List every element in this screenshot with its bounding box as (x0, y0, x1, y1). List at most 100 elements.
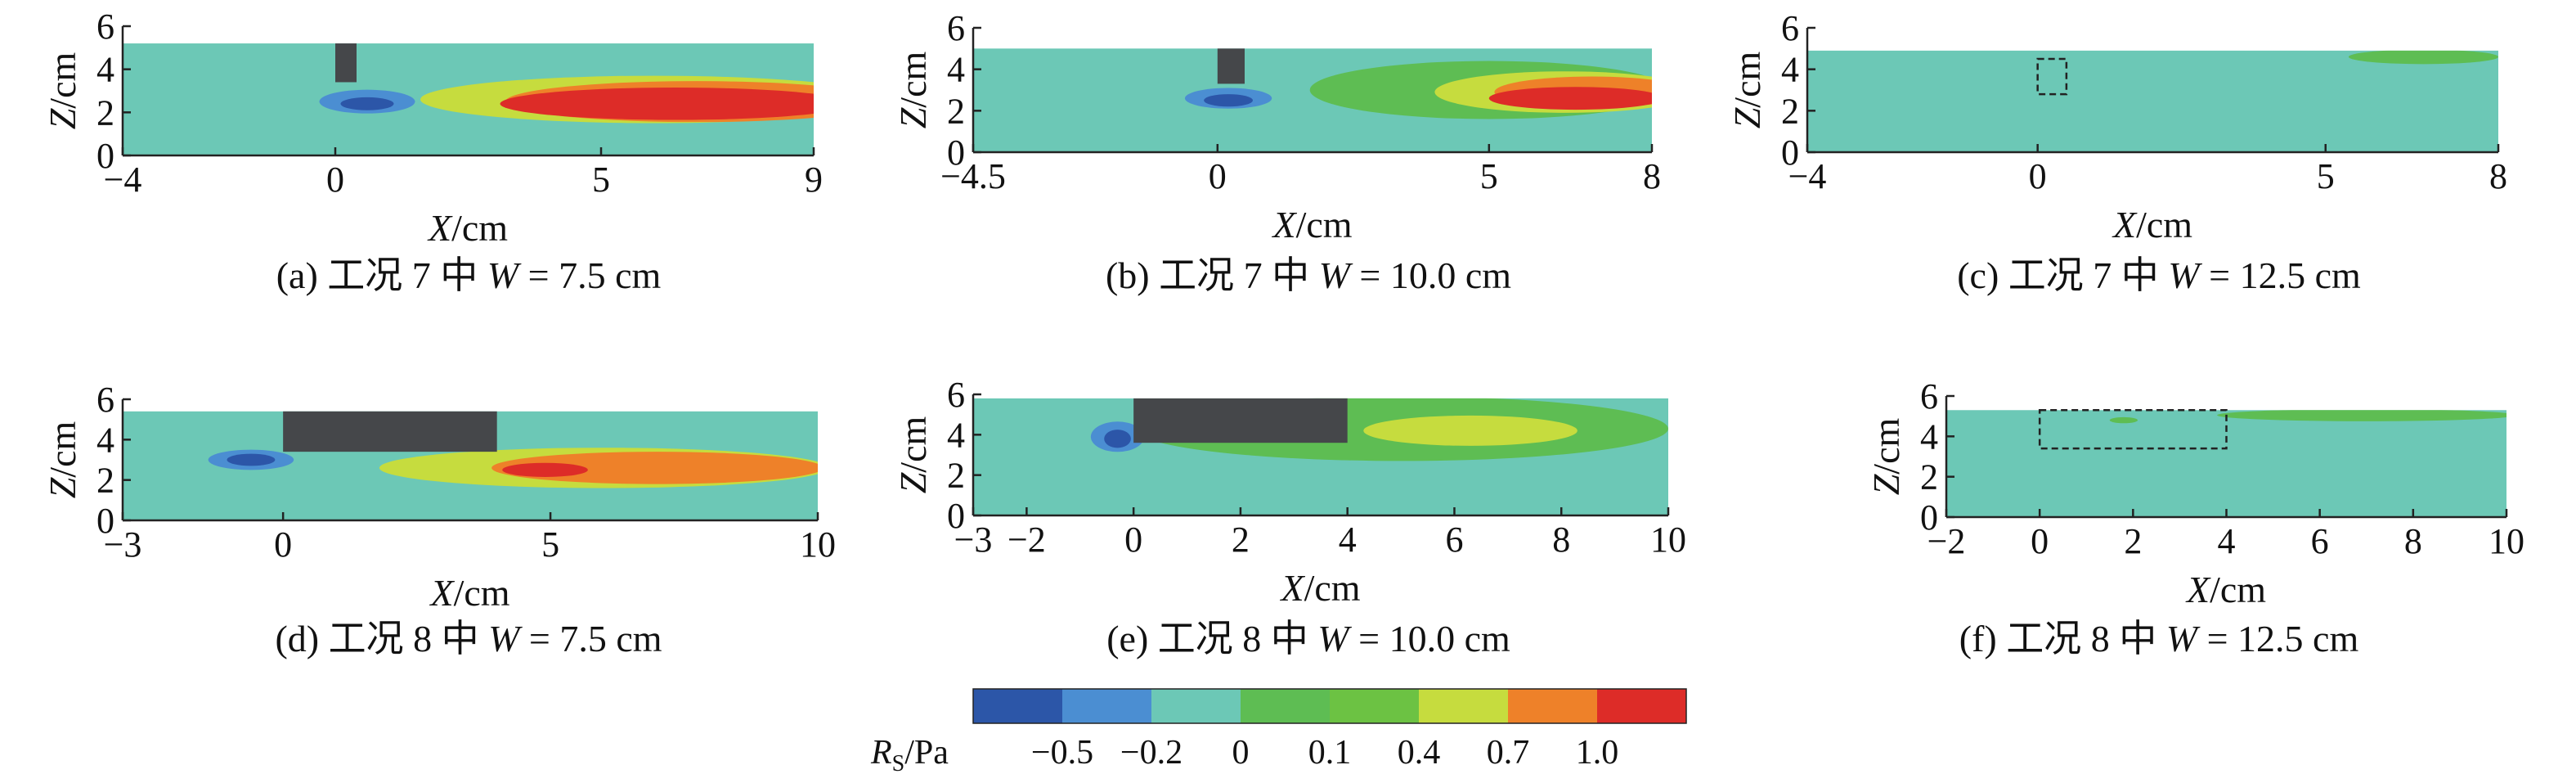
y-axis-label: Z/cm (892, 416, 934, 493)
x-tick-label: 10 (2488, 521, 2524, 561)
x-tick-label: 0 (274, 524, 292, 565)
panel-caption: (d) 工况 8 中 W = 7.5 cm (275, 618, 662, 659)
y-tick-label: 4 (96, 420, 114, 460)
y-tick-label: 2 (947, 456, 965, 496)
y-tick-label: 0 (947, 496, 965, 536)
colorbar-label: RS/Pa (870, 734, 949, 776)
x-tick-label: 2 (2124, 521, 2142, 561)
x-tick-label: 8 (1643, 156, 1661, 196)
y-tick-label: 4 (947, 415, 965, 455)
x-tick-label: 6 (2311, 521, 2329, 561)
y-tick-label: 6 (947, 375, 965, 415)
panel-caption: (a) 工况 7 中 W = 7.5 cm (276, 254, 662, 296)
x-tick-label: −2 (1928, 521, 1966, 561)
x-tick-label: −3 (104, 524, 142, 565)
y-tick-label: 2 (1920, 457, 1938, 497)
x-axis-label: X/cm (1279, 567, 1360, 609)
colorbar-swatch (1597, 689, 1687, 723)
x-tick-label: 10 (800, 524, 836, 565)
field-background (1807, 50, 2498, 152)
obstacle-block (335, 43, 357, 83)
colorbar-swatch (1241, 689, 1331, 723)
y-tick-label: 0 (1920, 497, 1938, 538)
colorbar-tick-label: −0.5 (1031, 734, 1093, 772)
contour-region (2348, 50, 2498, 65)
contour-region (1204, 94, 1253, 107)
x-tick-label: 9 (805, 160, 823, 200)
obstacle-block (2036, 57, 2068, 96)
x-axis-label: X/cm (427, 207, 508, 249)
contour-region (227, 453, 276, 466)
colorbar-swatch (973, 689, 1063, 723)
contour-region (2217, 410, 2506, 421)
y-axis-label: Z/cm (42, 421, 83, 498)
y-tick-label: 4 (1920, 416, 1938, 457)
x-tick-label: 5 (592, 160, 610, 200)
y-tick-label: 0 (96, 136, 114, 176)
obstacle-block (1217, 48, 1245, 84)
panel-caption: (b) 工况 7 中 W = 10.0 cm (1106, 254, 1511, 296)
obstacle-block (283, 411, 497, 452)
x-tick-label: −3 (954, 520, 993, 560)
y-tick-label: 2 (96, 461, 114, 501)
y-tick-label: 4 (1781, 50, 1799, 90)
contour-region (1104, 430, 1131, 448)
x-tick-label: 6 (1445, 520, 1463, 560)
y-axis-label: Z/cm (42, 52, 83, 129)
colorbar-swatch (1062, 689, 1152, 723)
y-tick-label: 6 (1781, 8, 1799, 48)
x-tick-label: 0 (1209, 156, 1227, 196)
y-tick-label: 6 (1920, 376, 1938, 416)
colorbar: RS/Pa −0.5 −0.2 0 0.1 0.4 0.7 1.0 (870, 688, 1687, 776)
colorbar-tick-label: 0.1 (1308, 734, 1352, 772)
panel-caption: (f) 工况 8 中 W = 12.5 cm (1959, 618, 2359, 659)
y-tick-label: 0 (947, 133, 965, 173)
contour-region (1363, 415, 1577, 446)
contour-region (1488, 87, 1652, 110)
colorbar-tick-label: 0.4 (1398, 734, 1441, 772)
contour-region (500, 88, 814, 120)
y-tick-label: 6 (96, 380, 114, 420)
y-tick-label: 4 (96, 50, 114, 90)
contour-region (491, 452, 818, 484)
y-tick-label: 2 (1781, 91, 1799, 131)
panel-caption: (c) 工况 7 中 W = 12.5 cm (1957, 254, 2361, 296)
y-tick-label: 0 (1781, 133, 1799, 173)
x-tick-label: 0 (2031, 521, 2049, 561)
x-tick-label: 0 (326, 160, 344, 200)
y-tick-label: 2 (947, 91, 965, 131)
x-tick-label: 0 (1124, 520, 1142, 560)
y-tick-label: 0 (96, 501, 114, 541)
x-tick-label: −4 (104, 160, 142, 200)
x-tick-label: 0 (2029, 156, 2047, 196)
contour-region (340, 97, 394, 110)
x-tick-label: 8 (2489, 156, 2507, 196)
y-tick-label: 6 (947, 8, 965, 48)
colorbar-swatch (1151, 689, 1241, 723)
x-tick-label: −4.5 (940, 156, 1006, 196)
x-tick-label: 5 (2317, 156, 2335, 196)
x-axis-label: X/cm (2112, 204, 2192, 245)
x-tick-label: 5 (1480, 156, 1498, 196)
x-axis-label: X/cm (2185, 569, 2266, 610)
colorbar-tick-label: −0.2 (1120, 734, 1183, 772)
obstacle-block (1133, 398, 1348, 443)
colorbar-swatch (1330, 689, 1420, 723)
colorbar-tick-label: 0.7 (1487, 734, 1530, 772)
x-tick-label: 4 (1339, 520, 1357, 560)
y-tick-label: 6 (96, 7, 114, 47)
y-axis-label: Z/cm (892, 51, 934, 128)
x-tick-label: 8 (1552, 520, 1570, 560)
colorbar-tick-label: 0 (1232, 734, 1250, 772)
x-tick-label: 5 (541, 524, 559, 565)
x-axis-label: X/cm (429, 572, 509, 614)
colorbar-frame (972, 688, 1687, 724)
y-axis-label: Z/cm (1865, 417, 1907, 495)
